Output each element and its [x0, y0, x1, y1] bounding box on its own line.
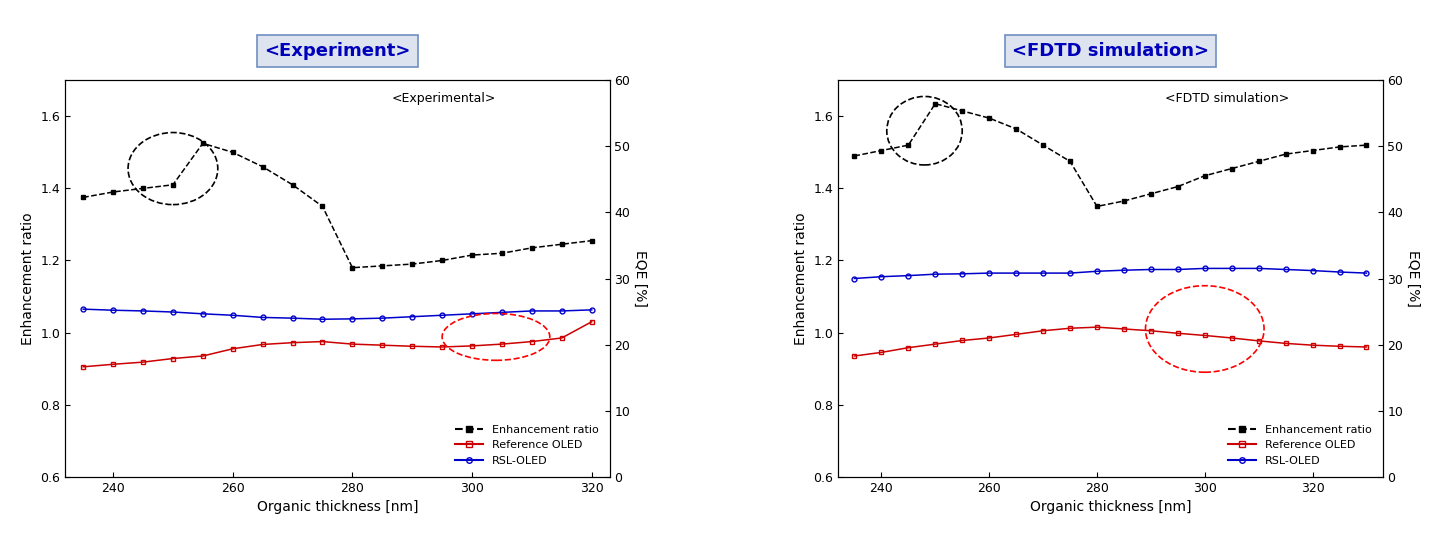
Y-axis label: Enhancement ratio: Enhancement ratio [794, 212, 808, 345]
Text: <FDTD simulation>: <FDTD simulation> [1012, 42, 1209, 60]
Legend: Enhancement ratio, Reference OLED, RSL-OLED: Enhancement ratio, Reference OLED, RSL-O… [450, 419, 604, 471]
Legend: Enhancement ratio, Reference OLED, RSL-OLED: Enhancement ratio, Reference OLED, RSL-O… [1222, 419, 1378, 471]
Y-axis label: EQE [%]: EQE [%] [1406, 250, 1421, 307]
Text: <Experiment>: <Experiment> [264, 42, 411, 60]
X-axis label: Organic thickness [nm]: Organic thickness [nm] [256, 500, 418, 514]
Text: <FDTD simulation>: <FDTD simulation> [1164, 92, 1290, 105]
X-axis label: Organic thickness [nm]: Organic thickness [nm] [1030, 500, 1192, 514]
Y-axis label: EQE [%]: EQE [%] [633, 250, 647, 307]
Text: <Experimental>: <Experimental> [392, 92, 496, 105]
Y-axis label: Enhancement ratio: Enhancement ratio [20, 212, 35, 345]
